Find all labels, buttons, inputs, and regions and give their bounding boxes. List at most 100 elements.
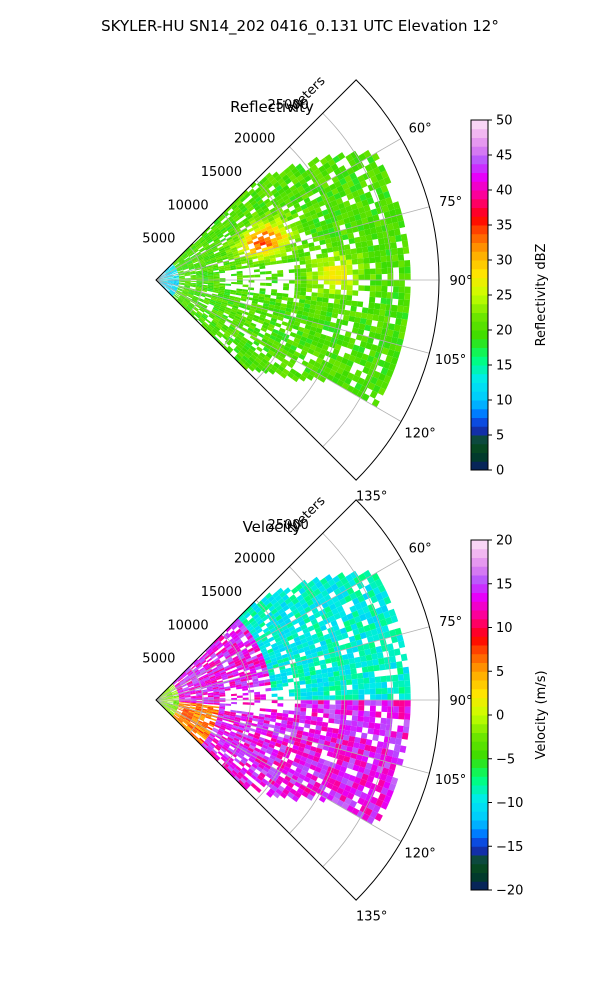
radar-cell — [172, 692, 179, 696]
radar-cell — [233, 721, 240, 725]
radar-cell — [259, 314, 267, 319]
radar-cell — [404, 260, 411, 267]
radar-cell — [276, 712, 283, 717]
radar-cell — [178, 703, 185, 705]
radar-cell — [276, 260, 283, 265]
radar-cell — [323, 293, 330, 299]
radar-cell — [218, 728, 225, 733]
radar-cell — [299, 295, 306, 300]
radar-cell — [218, 308, 225, 313]
radar-cell — [328, 681, 335, 687]
radar-cell — [203, 243, 210, 249]
colorbar-tick-label: −20 — [496, 884, 523, 899]
radar-cell — [348, 757, 356, 765]
radar-cell — [323, 713, 330, 719]
radar-cell — [370, 175, 379, 184]
radar-cell — [317, 288, 324, 294]
radar-cell — [261, 230, 269, 236]
radar-cell — [180, 261, 186, 265]
radar-cell — [230, 309, 238, 314]
radar-cell — [221, 301, 228, 306]
radar-cell — [373, 664, 380, 672]
radar-cell — [255, 230, 262, 236]
radar-cell — [221, 745, 228, 751]
radar-cell — [369, 705, 376, 712]
radar-cell — [314, 222, 322, 229]
radar-cell — [316, 301, 323, 307]
radar-cell — [297, 668, 304, 674]
radar-cell — [212, 712, 219, 715]
radar-cell — [273, 362, 280, 369]
radar-cell — [235, 648, 242, 654]
radar-cell — [205, 262, 212, 266]
radar-cell — [207, 702, 214, 705]
radar-cell — [290, 209, 298, 216]
radar-cell — [184, 704, 191, 707]
radar-cell — [257, 254, 264, 259]
radar-cell — [161, 702, 167, 706]
radar-cell — [212, 307, 219, 312]
radar-cell — [269, 301, 276, 306]
radar-cell — [188, 711, 195, 715]
radar-cell — [241, 713, 248, 717]
radar-cell — [339, 304, 346, 310]
radar-cell — [196, 663, 202, 669]
radar-cell — [359, 358, 367, 367]
radar-cell — [302, 243, 309, 249]
radar-cell — [220, 723, 227, 727]
radar-cell — [277, 330, 285, 337]
radar-cell — [355, 311, 362, 318]
radar-cell — [250, 322, 257, 328]
radar-cell — [186, 295, 193, 299]
radar-cell — [178, 677, 183, 682]
radar-cell — [225, 206, 232, 213]
radar-cell — [206, 726, 213, 731]
radar-cell — [261, 744, 269, 750]
radar-cell — [235, 620, 242, 627]
radar-cell — [222, 299, 229, 304]
radar-cell — [219, 285, 226, 288]
radar-cell — [161, 702, 167, 705]
radar-cell — [184, 257, 190, 262]
radar-cell — [207, 671, 214, 676]
radar-cell — [323, 280, 330, 285]
radar-cell — [268, 323, 275, 329]
radar-cell — [205, 236, 212, 242]
radar-cell — [248, 617, 255, 624]
colorbar-segment — [471, 566, 488, 576]
radar-cell — [337, 219, 345, 226]
radar-cell — [366, 659, 374, 667]
radar-cell — [228, 240, 235, 246]
radar-cell — [375, 274, 382, 280]
radar-cell — [194, 241, 200, 247]
radar-cell — [181, 683, 187, 687]
radar-cell — [283, 345, 291, 352]
radar-cell — [286, 621, 294, 629]
radar-cell — [239, 769, 246, 776]
radar-cell — [250, 199, 257, 206]
radar-cell — [389, 235, 397, 243]
radar-cell — [368, 221, 376, 229]
radar-cell — [363, 204, 371, 212]
radar-cell — [237, 726, 245, 731]
radar-cell — [187, 294, 193, 298]
radar-cell — [184, 281, 191, 283]
radar-cell — [392, 350, 401, 359]
radar-cell — [231, 741, 238, 747]
radar-cell — [259, 760, 267, 767]
radar-cell — [199, 727, 206, 732]
radar-cell — [206, 648, 212, 654]
radar-cell — [282, 788, 290, 796]
radar-cell — [269, 207, 277, 214]
radar-cell — [228, 297, 235, 301]
radar-cell — [239, 349, 246, 356]
radar-cell — [212, 308, 218, 314]
radar-cell — [364, 274, 371, 280]
radar-cell — [311, 213, 319, 220]
radar-cell — [271, 289, 278, 293]
radar-cell — [383, 375, 392, 384]
radar-cell — [167, 281, 174, 283]
radar-cell — [284, 198, 292, 205]
radar-cell — [357, 797, 365, 806]
radar-cell — [268, 671, 275, 676]
